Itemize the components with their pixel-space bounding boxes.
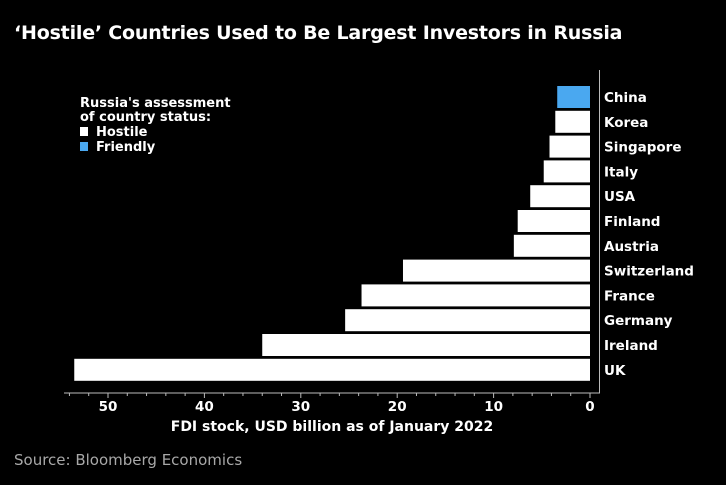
bar-germany bbox=[345, 309, 590, 332]
x-tick-label: 50 bbox=[99, 399, 118, 415]
category-label: USA bbox=[604, 189, 636, 205]
legend-title-line1: Russia's assessment bbox=[80, 96, 231, 111]
bar-finland bbox=[517, 210, 590, 232]
x-tick-label: 30 bbox=[291, 399, 310, 415]
bar-austria bbox=[513, 234, 590, 257]
category-label: Austria bbox=[604, 239, 659, 255]
x-tick-label: 20 bbox=[388, 399, 407, 415]
category-label: Singapore bbox=[604, 140, 682, 156]
bar-ireland bbox=[262, 334, 590, 356]
bar-switzerland bbox=[402, 259, 590, 282]
bar-singapore bbox=[549, 135, 590, 158]
legend-label-friendly: Friendly bbox=[96, 140, 156, 155]
bar-china bbox=[557, 86, 590, 108]
category-label: Finland bbox=[604, 214, 660, 230]
legend: Russia's assessment of country status: H… bbox=[80, 96, 231, 155]
x-tick-label: 10 bbox=[484, 399, 503, 415]
x-axis-label: FDI stock, USD billion as of January 202… bbox=[171, 419, 493, 435]
category-label: Switzerland bbox=[604, 264, 694, 280]
category-label: Ireland bbox=[604, 338, 658, 354]
bar-korea bbox=[555, 110, 590, 133]
category-label: France bbox=[604, 288, 655, 304]
legend-label-hostile: Hostile bbox=[96, 125, 148, 140]
category-label: Germany bbox=[604, 313, 673, 329]
category-label: Italy bbox=[604, 164, 638, 180]
category-label: Korea bbox=[604, 115, 648, 131]
bar-italy bbox=[543, 160, 590, 183]
legend-title-line2: of country status: bbox=[80, 110, 211, 125]
category-label: China bbox=[604, 90, 647, 106]
bar-usa bbox=[530, 185, 590, 208]
source-note: Source: Bloomberg Economics bbox=[14, 451, 243, 469]
bar-uk bbox=[74, 358, 590, 381]
chart-title: ‘Hostile’ Countries Used to Be Largest I… bbox=[14, 22, 623, 44]
category-label: UK bbox=[604, 363, 626, 379]
bar-france bbox=[361, 284, 590, 307]
x-tick-label: 40 bbox=[195, 399, 214, 415]
legend-swatch-hostile bbox=[80, 127, 88, 136]
x-tick-label: 0 bbox=[585, 399, 594, 415]
legend-swatch-friendly bbox=[80, 142, 88, 151]
